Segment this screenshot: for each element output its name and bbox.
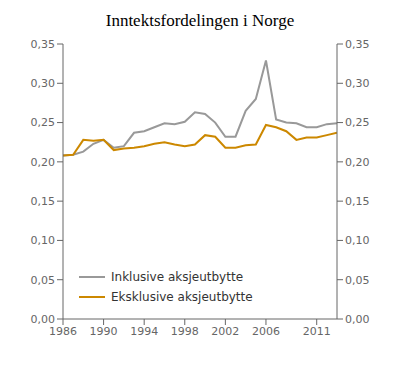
svg-text:0,00: 0,00 xyxy=(345,313,370,326)
svg-text:0,25: 0,25 xyxy=(31,116,56,129)
svg-text:0,35: 0,35 xyxy=(31,38,56,51)
svg-text:0,05: 0,05 xyxy=(31,274,56,287)
svg-text:0,05: 0,05 xyxy=(345,274,370,287)
svg-text:0,00: 0,00 xyxy=(31,313,56,326)
svg-text:0,25: 0,25 xyxy=(345,116,370,129)
svg-text:1990: 1990 xyxy=(90,325,118,338)
svg-text:0,35: 0,35 xyxy=(345,38,370,51)
svg-text:1986: 1986 xyxy=(49,325,77,338)
svg-text:0,10: 0,10 xyxy=(31,234,56,247)
svg-text:1994: 1994 xyxy=(130,325,158,338)
html-text:Inklusive aksjeutbytte: Inklusive aksjeutbytte xyxy=(111,270,243,284)
svg-text:1998: 1998 xyxy=(171,325,199,338)
svg-text:0,30: 0,30 xyxy=(345,77,370,90)
svg-text:0,15: 0,15 xyxy=(345,195,370,208)
svg-text:2006: 2006 xyxy=(252,325,280,338)
html-text:Eksklusive aksjeutbytte: Eksklusive aksjeutbytte xyxy=(111,290,253,304)
svg-text:0,10: 0,10 xyxy=(345,234,370,247)
html-text:Inntektsfordelingen i Norge: Inntektsfordelingen i Norge xyxy=(105,11,295,30)
svg-text:0,20: 0,20 xyxy=(345,156,370,169)
svg-text:2002: 2002 xyxy=(211,325,239,338)
svg-text:2011: 2011 xyxy=(303,325,331,338)
svg-text:0,30: 0,30 xyxy=(31,77,56,90)
svg-text:0,15: 0,15 xyxy=(31,195,56,208)
svg-text:0,20: 0,20 xyxy=(31,156,56,169)
